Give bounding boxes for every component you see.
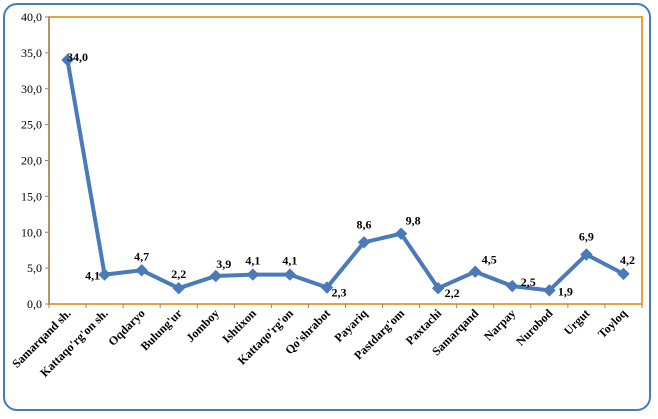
- y-tick-label: 15,0: [21, 189, 42, 203]
- y-tick-label: 20,0: [21, 154, 42, 168]
- y-tick-label: 35,0: [21, 46, 42, 60]
- data-point: [98, 268, 111, 281]
- y-tick-label: 25,0: [21, 118, 42, 132]
- x-category-label: Urgut: [561, 306, 593, 338]
- data-label: 9,8: [406, 214, 421, 228]
- x-category-label: Nurobod: [513, 306, 556, 349]
- y-tick-label: 30,0: [21, 82, 42, 96]
- data-label: 34,0: [67, 50, 88, 64]
- y-tick-label: 10,0: [21, 225, 42, 239]
- data-point: [580, 248, 593, 261]
- data-label: 3,9: [216, 257, 231, 271]
- data-point: [469, 265, 482, 278]
- y-tick-label: 40,0: [21, 10, 42, 24]
- data-label: 2,3: [331, 285, 346, 299]
- x-category-label: Jomboy: [183, 306, 222, 345]
- data-point: [246, 268, 260, 281]
- data-label: 2,2: [171, 267, 186, 281]
- data-point: [357, 236, 371, 249]
- data-point: [394, 227, 408, 240]
- data-point: [617, 267, 630, 281]
- data-label: 4,2: [620, 253, 635, 267]
- data-label: 4,1: [85, 269, 100, 283]
- data-label: 6,9: [579, 229, 594, 243]
- data-point: [320, 281, 334, 294]
- x-category-label: Kattaqo'rg'on sh.: [37, 306, 111, 380]
- data-label: 4,1: [282, 254, 297, 268]
- x-category-label: Bulung'ur: [138, 306, 186, 354]
- data-label: 1,9: [558, 284, 573, 298]
- data-point: [506, 279, 519, 293]
- data-label: 4,1: [245, 254, 260, 268]
- data-label: 2,2: [445, 286, 460, 300]
- data-label: 4,5: [482, 253, 497, 267]
- data-point: [61, 53, 74, 67]
- data-point: [172, 282, 185, 295]
- data-label: 8,6: [357, 217, 372, 231]
- x-category-label: Toyloq: [595, 306, 630, 341]
- y-tick-label: 5,0: [27, 261, 42, 275]
- data-point: [283, 268, 297, 281]
- series-line: [65, 59, 625, 293]
- data-point: [431, 282, 445, 295]
- data-point: [135, 264, 148, 277]
- data-point: [209, 269, 222, 283]
- data-label: 4,7: [134, 249, 149, 263]
- chart-frame: [3, 3, 651, 411]
- data-label: 2,5: [521, 275, 536, 289]
- data-point: [543, 284, 556, 297]
- y-tick-label: 0,0: [27, 297, 42, 311]
